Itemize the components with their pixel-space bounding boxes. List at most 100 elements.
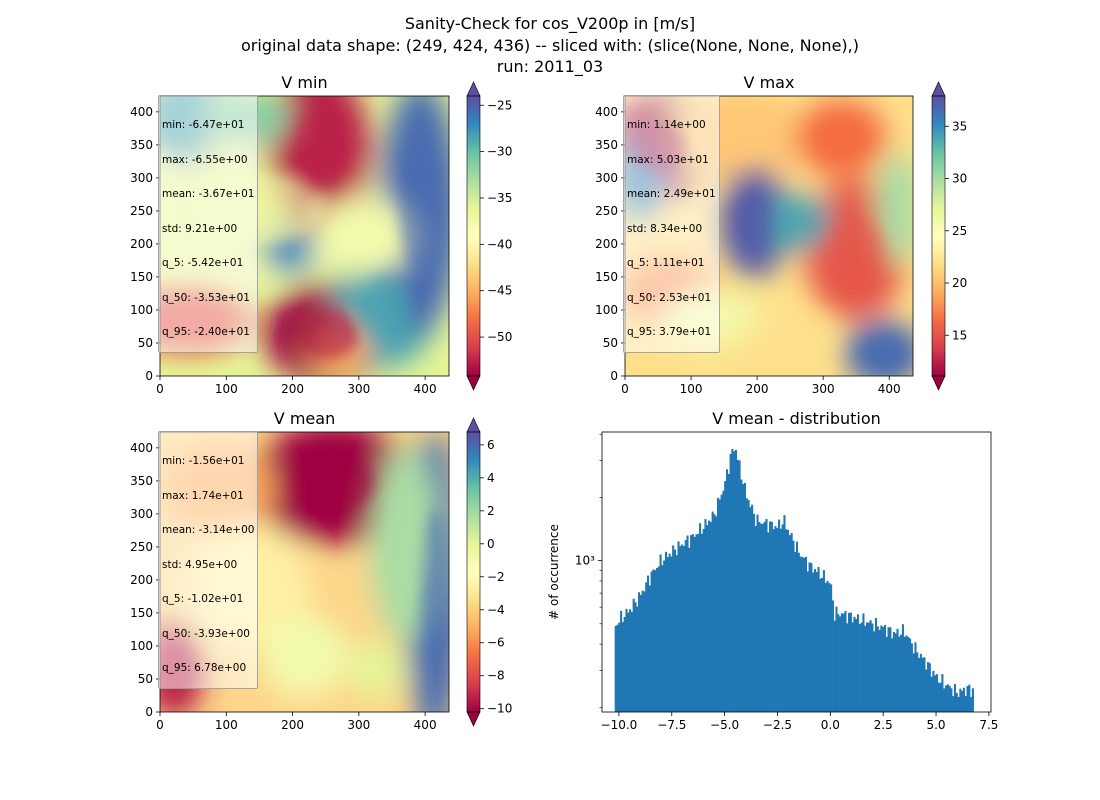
histogram-bar [901, 624, 904, 712]
histogram-bar [865, 622, 869, 712]
histogram-bar [862, 613, 865, 712]
histogram-bar [666, 557, 669, 712]
histogram-bar [636, 606, 639, 712]
x-tick-label: 300 [347, 382, 370, 396]
histogram-bar [923, 657, 926, 712]
histogram-bar [654, 570, 657, 712]
histogram-bar [916, 652, 919, 712]
histogram-bar [867, 622, 870, 712]
axes-frame [601, 431, 992, 713]
histogram-bar [826, 580, 829, 712]
histogram-bar [885, 636, 888, 712]
histogram-bar [752, 513, 755, 712]
colorbar-gradient [932, 96, 945, 376]
colorbar: −10 −8 −6 −4 −2 0 2 4 6 [466, 417, 512, 727]
colorbar-extend-max [466, 81, 481, 97]
histogram-bar [688, 547, 691, 712]
histogram-bar [873, 631, 876, 712]
y-tick-label: 250 [130, 204, 153, 218]
histogram-bar [883, 624, 887, 712]
colorbar-tick-label: −35 [487, 191, 512, 205]
panel-title: V min [281, 73, 327, 92]
histogram-bar [971, 688, 974, 712]
x-tick-label: 300 [812, 382, 835, 396]
histogram-bar [724, 481, 727, 712]
histogram-bar [889, 627, 892, 712]
colorbar-tick-label: 15 [952, 328, 967, 342]
x-tick-label: 300 [347, 718, 370, 732]
histogram-bar [747, 500, 750, 712]
histogram-bar [943, 688, 946, 712]
histogram-bar [937, 682, 940, 712]
histogram-bar [772, 529, 775, 712]
stat-q50: q_50: 2.53e+01 [627, 291, 712, 304]
histogram-bar [729, 453, 732, 712]
y-tick-label: 50 [603, 336, 618, 350]
histogram-bar [733, 451, 736, 712]
histogram-bar [968, 684, 971, 712]
histogram-bar [858, 624, 861, 712]
panel-title: V mean [274, 409, 335, 428]
histogram-bar [848, 612, 851, 712]
stat-max: max: 5.03e+01 [627, 153, 709, 166]
colorbar-tick-label: −10 [487, 702, 512, 716]
x-tick-label: 100 [215, 718, 238, 732]
y-tick-label: 50 [138, 672, 153, 686]
histogram-bars [614, 449, 974, 712]
stat-q95: q_95: 3.79e+01 [627, 326, 712, 338]
y-tick-label: 350 [130, 138, 153, 152]
histogram-bar [758, 522, 761, 712]
histogram-bar [839, 616, 842, 712]
stats-box-vmin: min: -6.47e+01 max: -6.55e+00 mean: -3.6… [158, 95, 259, 353]
histogram-bar [970, 696, 973, 712]
histogram-bar [806, 571, 809, 712]
colorbar-tick-label: −45 [487, 284, 512, 298]
x-tick-label: 200 [281, 718, 304, 732]
stat-mean: mean: -3.67e+01 [162, 188, 255, 200]
histogram-bar [905, 635, 908, 712]
stats-box-vmean: min: -1.56e+01 max: 1.74e+01 mean: -3.14… [158, 431, 259, 689]
stat-q5: q_5: -1.02e+01 [162, 593, 244, 605]
histogram-bar [864, 625, 867, 712]
histogram-bar [770, 521, 773, 712]
stats-box-vmax: min: 1.14e+00 max: 5.03e+01 mean: 2.49e+… [623, 95, 720, 353]
histogram-bar [896, 628, 899, 712]
histogram-bar [935, 674, 939, 712]
histogram-bar [892, 631, 895, 712]
histogram-bar [876, 626, 879, 712]
y-tick-label: 150 [130, 270, 153, 284]
stat-std: std: 8.34e+00 [627, 222, 703, 235]
x-tick-label: 200 [281, 382, 304, 396]
stat-q95: q_95: 6.78e+00 [162, 662, 247, 674]
histogram-bar [957, 696, 960, 712]
x-tick-label: 400 [414, 382, 437, 396]
x-tick-label: 100 [215, 382, 238, 396]
histogram-bar [955, 693, 958, 712]
histogram-bar [801, 556, 804, 712]
y-tick-label: 350 [595, 138, 618, 152]
histogram-bar [638, 592, 641, 712]
y-tick-label: 400 [595, 105, 618, 119]
x-tick-label: −5.0 [710, 718, 739, 732]
x-tick-label: 2.5 [874, 718, 893, 732]
histogram-bar [846, 623, 849, 712]
histogram-bar [761, 523, 764, 712]
histogram-bar [853, 616, 856, 712]
histogram-bar [880, 625, 883, 712]
histogram-panel: V mean - distribution −10.0 −7.5 −5.0 −2.5 0.… [547, 409, 998, 732]
y-tick-label: 300 [130, 171, 153, 185]
stat-q95: q_95: -2.40e+01 [162, 326, 250, 338]
histogram-bar [715, 516, 718, 712]
histogram-bar [648, 585, 651, 712]
colorbar-tick-label: 20 [952, 276, 967, 290]
histogram-bar [903, 636, 906, 712]
y-tick-label: 150 [130, 606, 153, 620]
histogram-bar [727, 473, 730, 712]
y-tick-label: 300 [130, 507, 153, 521]
histogram-bar [673, 549, 677, 712]
histogram-bar [742, 484, 745, 712]
x-tick-label: 5.0 [926, 718, 945, 732]
colorbar-tick-label: −50 [487, 330, 512, 344]
histogram-bar [699, 523, 702, 712]
histogram-bar [797, 552, 800, 712]
